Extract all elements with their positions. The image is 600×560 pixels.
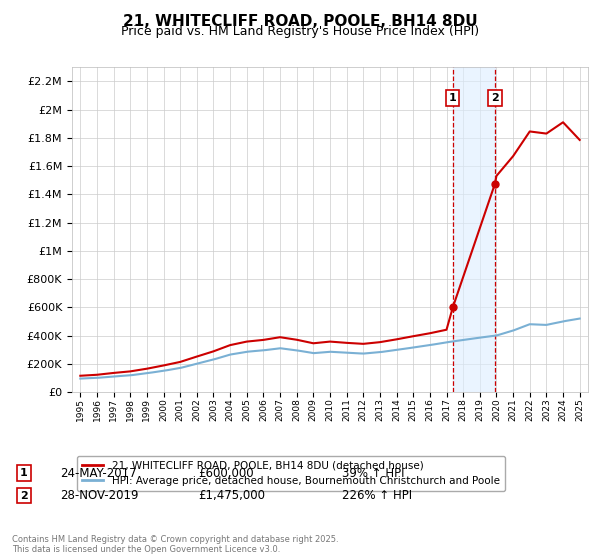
Text: 24-MAY-2017: 24-MAY-2017 (60, 466, 137, 480)
Text: 1: 1 (449, 94, 457, 103)
Text: 2: 2 (20, 491, 28, 501)
Text: 2: 2 (491, 94, 499, 103)
Text: Price paid vs. HM Land Registry's House Price Index (HPI): Price paid vs. HM Land Registry's House … (121, 25, 479, 38)
Legend: 21, WHITECLIFF ROAD, POOLE, BH14 8DU (detached house), HPI: Average price, detac: 21, WHITECLIFF ROAD, POOLE, BH14 8DU (de… (77, 456, 505, 491)
Text: 21, WHITECLIFF ROAD, POOLE, BH14 8DU: 21, WHITECLIFF ROAD, POOLE, BH14 8DU (122, 14, 478, 29)
Text: Contains HM Land Registry data © Crown copyright and database right 2025.
This d: Contains HM Land Registry data © Crown c… (12, 535, 338, 554)
Text: 39% ↑ HPI: 39% ↑ HPI (342, 466, 404, 480)
Text: 28-NOV-2019: 28-NOV-2019 (60, 489, 139, 502)
Text: £600,000: £600,000 (198, 466, 254, 480)
Text: £1,475,000: £1,475,000 (198, 489, 265, 502)
Text: 1: 1 (20, 468, 28, 478)
Text: 226% ↑ HPI: 226% ↑ HPI (342, 489, 412, 502)
Bar (453, 67, 495, 392)
